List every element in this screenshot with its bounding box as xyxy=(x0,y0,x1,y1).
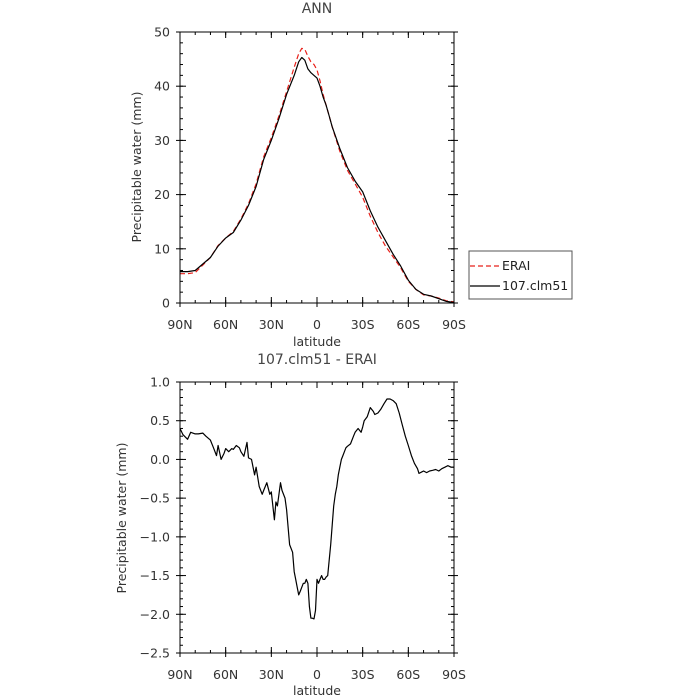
top-plot-frame xyxy=(179,31,455,304)
legend-box xyxy=(468,250,573,300)
bottom-x-tick-label: 60N xyxy=(213,667,238,682)
bottom-x-tick-label: 60S xyxy=(396,667,420,682)
legend-label-clm51: 107.clm51 xyxy=(502,278,568,293)
bottom-y-axis-label: Precipitable water (mm) xyxy=(114,443,129,594)
bottom-x-tick-label: 0 xyxy=(313,667,321,682)
top-y-axis-label: Precipitable water (mm) xyxy=(129,92,144,243)
bottom-plot-frame xyxy=(179,381,455,654)
legend-label-erai: ERAI xyxy=(502,258,530,273)
top-y-tick-label: 30 xyxy=(154,133,170,148)
top-panel: ANN 90N 60N 30N 0 30S 60S 90S 0 10 20 30 40 50 latit… xyxy=(129,1,573,349)
top-y-tick-label: 10 xyxy=(154,241,170,256)
bottom-y-tick-label: −1.5 xyxy=(140,568,170,583)
top-y-tick-label: 50 xyxy=(154,25,170,40)
top-chart-title: ANN xyxy=(302,1,333,17)
bottom-y-tick-label: −2.5 xyxy=(140,646,170,661)
top-series-line-107-clm51 xyxy=(180,56,455,304)
top-y-tick-label: 20 xyxy=(154,187,170,202)
legend: ERAI 107.clm51 xyxy=(468,250,573,300)
top-y-tick-label: 40 xyxy=(154,79,170,94)
top-x-tick-label: 30S xyxy=(351,317,375,332)
bottom-x-axis-label: latitude xyxy=(293,683,341,698)
top-x-tick-label: 60S xyxy=(396,317,420,332)
bottom-panel: 107.clm51 - ERAI 90N 60N 30N 0 30S 60S 90S −2.5… xyxy=(114,352,466,698)
bottom-y-tick-label: 0.0 xyxy=(150,452,170,467)
top-y-tick-label: 0 xyxy=(162,296,170,311)
bottom-chart-title: 107.clm51 - ERAI xyxy=(257,352,377,368)
bottom-y-tick-label: 0.5 xyxy=(150,413,170,428)
bottom-x-tick-label: 30S xyxy=(351,667,375,682)
top-x-tick-label: 60N xyxy=(213,317,238,332)
bottom-x-tick-label: 90S xyxy=(442,667,466,682)
bottom-x-tick-label: 90N xyxy=(167,667,192,682)
bottom-y-tick-label: −2.0 xyxy=(140,607,170,622)
top-x-tick-label: 0 xyxy=(313,317,321,332)
bottom-series-line-difference xyxy=(179,398,454,620)
top-x-tick-label: 90S xyxy=(442,317,466,332)
bottom-y-tick-label: −0.5 xyxy=(140,491,170,506)
top-series-line-erai xyxy=(180,47,455,303)
top-x-tick-label: 30N xyxy=(259,317,284,332)
bottom-y-tick-label: 1.0 xyxy=(150,375,170,390)
bottom-y-tick-label: −1.0 xyxy=(140,529,170,544)
top-x-tick-label: 90N xyxy=(167,317,192,332)
top-x-axis-label: latitude xyxy=(293,334,341,349)
bottom-series-lines xyxy=(179,398,454,620)
bottom-x-tick-label: 30N xyxy=(259,667,284,682)
top-series-lines xyxy=(180,47,455,304)
